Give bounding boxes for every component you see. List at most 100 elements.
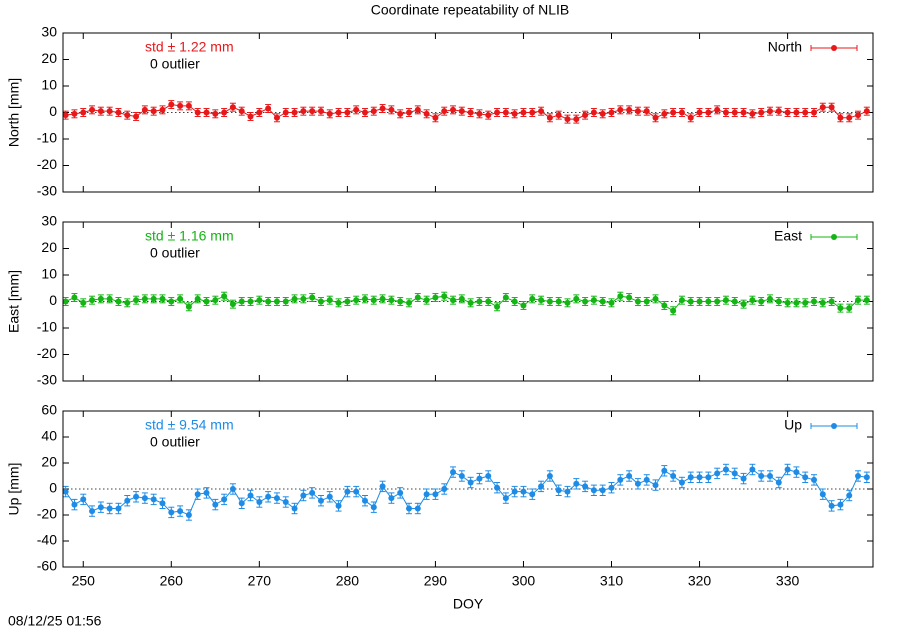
point (397, 110, 404, 117)
point (546, 473, 553, 479)
point (811, 476, 818, 483)
point (458, 473, 465, 479)
point (626, 294, 633, 301)
point (722, 297, 729, 304)
point (80, 299, 87, 306)
point (714, 298, 721, 305)
annotation: std ± 9.54 mm (145, 417, 234, 433)
point (599, 298, 606, 305)
point (731, 109, 738, 116)
point (608, 484, 615, 491)
y-tick-label: 60 (41, 402, 57, 418)
point (634, 108, 641, 115)
point (89, 508, 96, 515)
x-tick-label: 250 (72, 573, 96, 589)
point (124, 497, 131, 504)
point (749, 466, 756, 473)
point (133, 113, 140, 120)
outlier-label: 0 outlier (150, 434, 200, 450)
point (106, 295, 113, 302)
point (291, 505, 298, 512)
point (529, 491, 536, 498)
y-tick-label: 20 (41, 454, 57, 470)
annotation: std ± 1.16 mm (145, 228, 234, 244)
y-tick-label: 0 (49, 292, 57, 308)
point (194, 295, 201, 302)
point (361, 497, 368, 504)
point (784, 299, 791, 306)
y-tick-label: -10 (37, 319, 57, 335)
point (124, 112, 131, 119)
y-tick-label: -60 (37, 558, 57, 574)
point (643, 108, 650, 115)
point (450, 297, 457, 304)
point (784, 466, 791, 473)
point (291, 109, 298, 116)
point (846, 114, 853, 121)
point (538, 483, 545, 490)
point (670, 307, 677, 314)
x-axis-label: DOY (453, 596, 484, 612)
point (238, 298, 245, 305)
point (194, 109, 201, 116)
point (837, 114, 844, 121)
point (309, 294, 316, 301)
y-tick-label: 30 (41, 24, 57, 40)
point (564, 299, 571, 306)
point (599, 110, 606, 117)
point (150, 295, 157, 302)
point (819, 491, 826, 498)
point (185, 512, 192, 518)
point (326, 110, 333, 117)
point (696, 298, 703, 305)
point (608, 299, 615, 306)
plot-frame (62, 221, 874, 382)
point (414, 294, 421, 301)
point (291, 295, 298, 302)
point (309, 489, 316, 496)
point (731, 298, 738, 305)
point (661, 110, 668, 117)
y-tick-label: -10 (37, 130, 57, 146)
point (784, 109, 791, 116)
point (652, 114, 659, 121)
series-line (65, 104, 868, 120)
point (168, 509, 175, 516)
point (247, 113, 254, 120)
x-tick-label: 320 (688, 573, 712, 589)
point (714, 470, 721, 477)
point (511, 298, 518, 305)
point (590, 109, 597, 116)
point (317, 108, 324, 115)
point (326, 297, 333, 304)
point (150, 108, 157, 115)
point (185, 303, 192, 310)
annotation: std ± 1.22 mm (145, 39, 234, 55)
point (758, 473, 765, 479)
plot-frame (62, 32, 874, 193)
point (511, 488, 518, 495)
point (361, 295, 368, 302)
legend-dot (831, 45, 837, 51)
point (617, 293, 624, 300)
point (141, 295, 148, 302)
point (238, 108, 245, 115)
point (582, 483, 589, 490)
point (177, 102, 184, 109)
point (678, 297, 685, 304)
point (203, 109, 210, 116)
legend-label: East (774, 228, 802, 244)
point (282, 298, 289, 305)
point (555, 298, 562, 305)
point (212, 501, 219, 508)
point (485, 112, 492, 119)
point (634, 480, 641, 487)
point (133, 297, 140, 304)
x-tick-label: 290 (424, 573, 448, 589)
point (212, 110, 219, 117)
point (124, 299, 131, 306)
point (661, 302, 668, 309)
point (335, 109, 342, 116)
point (141, 106, 148, 113)
point (344, 109, 351, 116)
